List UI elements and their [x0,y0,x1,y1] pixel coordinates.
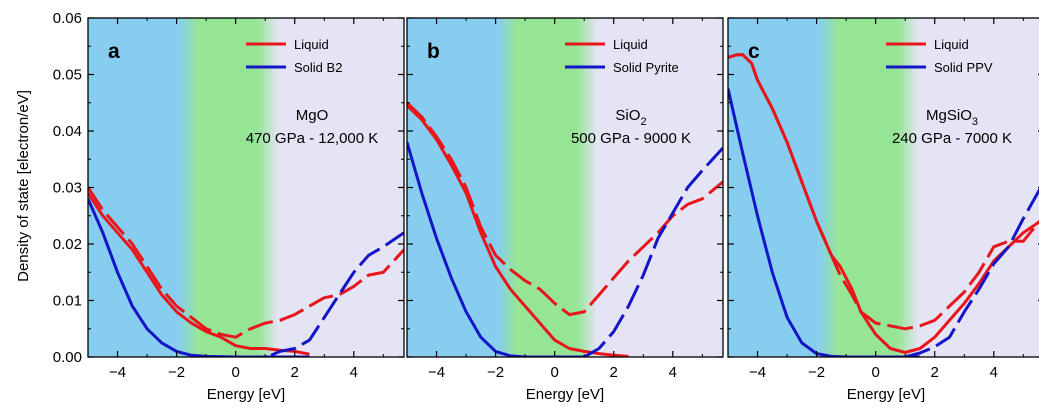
annotation-conditions: 240 GPa - 7000 K [892,130,1012,147]
series-solid-pyrite-dashed [583,146,723,357]
region-band-2 [838,18,899,357]
legend-label: Liquid [613,37,648,52]
x-tick-label: 2 [610,364,618,381]
panel-c: −4 −2 0 2 4 Energy [eV] c Liquid Solid PPV MgSiO3… [727,17,1039,403]
band-regions [728,18,1039,357]
y-tick-label: 0.03 [53,180,82,197]
region-transition-2 [577,18,598,357]
region-band-2 [517,18,578,357]
y-tick-label: 0.05 [53,67,82,84]
x-tick-label: 4 [990,364,998,381]
series-solid-b2-dashed [270,231,404,357]
legend-label: Solid PPV [934,60,993,75]
region-band-3 [597,18,723,357]
x-tick-label: 4 [350,364,358,381]
x-tick-label: −2 [808,364,825,381]
x-tick-label: 0 [231,364,239,381]
region-transition-1 [497,18,518,357]
panel-letter: a [108,40,120,63]
region-band-1 [88,18,179,357]
x-axis-title: Energy [eV] [526,386,604,403]
annotation-compound: MgSiO3 [926,107,978,128]
legend-label: Liquid [294,37,329,52]
region-transition-2 [898,18,919,357]
series-liquid-dashed [88,186,404,339]
annotation-conditions: 500 GPa - 9000 K [571,130,691,147]
x-axis-title: Energy [eV] [207,386,285,403]
series-solid-ppv-dashed [904,187,1039,357]
y-tick-label: 0.02 [53,236,82,253]
legend-label: Liquid [934,37,969,52]
series-liquid-dashed [728,53,1039,331]
region-transition-2 [258,18,279,357]
annotation-subscript: 3 [972,116,978,128]
panel-letter: c [748,40,760,63]
annotation-conditions: 470 GPa - 12,000 K [246,130,379,147]
x-tick-label: 0 [871,364,879,381]
y-tick-label: 0.06 [53,10,82,27]
annotation-subscript: 2 [640,116,646,128]
series-liquid-solid [88,192,310,356]
region-band-3 [278,18,404,357]
x-tick-label: −4 [749,364,766,381]
series-solid-pyrite-solid [407,141,585,357]
y-axis-title: Density of state [electron/eV] [15,90,32,282]
y-tick-label: 0.01 [53,293,82,310]
annotation-compound: MgO [296,107,329,124]
band-regions [407,18,723,357]
y-tick-label: 0.00 [53,349,82,366]
region-band-3 [918,18,1039,357]
x-tick-label: 0 [550,364,558,381]
legend-label: Solid B2 [294,60,342,75]
region-transition-1 [818,18,839,357]
y-tick-label: 0.04 [53,123,82,140]
legend-label: Solid Pyrite [613,60,679,75]
panel-letter: b [427,40,440,63]
x-tick-label: 2 [931,364,939,381]
x-tick-label: 2 [291,364,299,381]
x-tick-label: 4 [669,364,677,381]
panel-b: −4 −2 0 2 4 Energy [eV] b Liquid Solid Pyrite SiO… [406,17,724,403]
series-group [728,53,1039,357]
x-tick-label: −4 [428,364,445,381]
series-solid-ppv-solid [728,88,920,357]
series-liquid-dashed [407,101,723,317]
x-tick-label: −4 [109,364,126,381]
annotation-compound: SiO2 [615,107,646,128]
band-regions [88,18,404,357]
x-axis-title: Energy [eV] [847,386,925,403]
panel-a: −4 −2 0 2 4 0.00 0.01 0.02 0.03 0.04 0.05 0.06 Energ… [53,10,405,403]
region-band-2 [198,18,259,357]
series-group [407,101,723,357]
x-tick-label: −2 [168,364,185,381]
region-band-1 [407,18,498,357]
region-transition-1 [178,18,199,357]
panels: −4 −2 0 2 4 0.00 0.01 0.02 0.03 0.04 0.05 0.06 Energ… [53,10,1039,403]
x-tick-label: −2 [487,364,504,381]
